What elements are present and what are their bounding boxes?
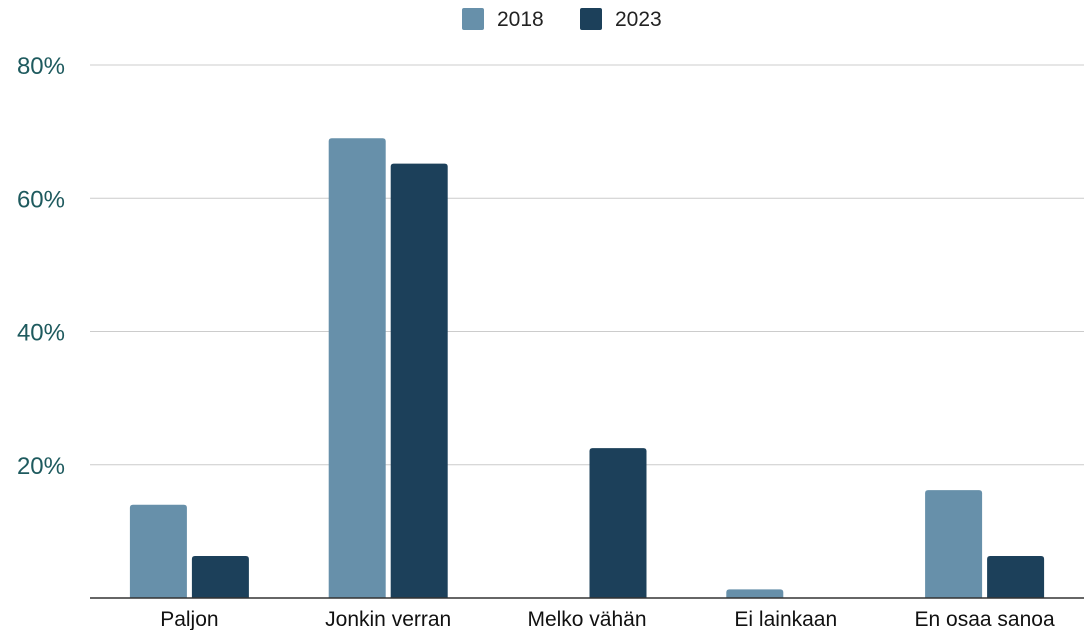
y-axis-ticks: 20% 40% 60% 80% [17, 53, 65, 480]
x-tick-label: En osaa sanoa [915, 608, 1055, 630]
bars [129, 138, 1045, 599]
gridlines [90, 64, 1084, 466]
y-tick-label: 40% [17, 320, 65, 347]
bar-2018 [328, 138, 386, 598]
x-tick-label: Paljon [160, 608, 218, 630]
bar-2018 [925, 490, 983, 598]
legend-label: 2023 [615, 8, 662, 31]
bar-2023 [987, 556, 1045, 598]
y-tick-label: 60% [17, 186, 65, 213]
x-tick-label: Ei lainkaan [734, 608, 837, 630]
bar-2023 [589, 448, 647, 598]
legend-swatch-2023 [580, 8, 602, 30]
bar-2018 [129, 504, 187, 598]
y-tick-label: 80% [17, 53, 65, 80]
bar-2023 [390, 163, 448, 599]
x-axis-ticks: Paljon Jonkin verran Melko vähän Ei lainkaa… [160, 608, 1055, 630]
y-tick-label: 20% [17, 453, 65, 480]
legend-swatch-2018 [462, 8, 484, 30]
x-tick-label: Jonkin verran [325, 608, 451, 630]
bar-2018 [726, 589, 784, 598]
x-tick-label: Melko vähän [527, 608, 646, 630]
legend-label: 2018 [497, 8, 544, 31]
legend: 2018 2023 [462, 8, 662, 31]
bar-2023 [191, 556, 249, 598]
